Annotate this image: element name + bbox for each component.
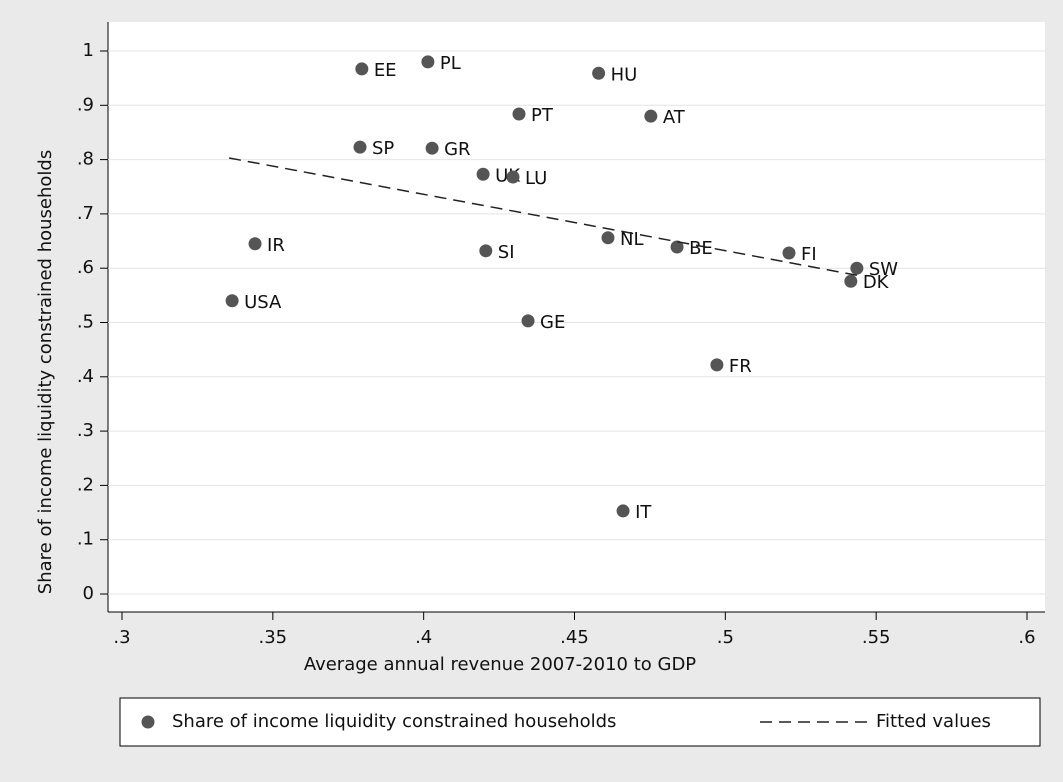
y-tick-label: .2 xyxy=(77,474,94,495)
point-label: FI xyxy=(801,244,817,265)
point-label: SW xyxy=(869,259,898,280)
x-axis-title: Average annual revenue 2007-2010 to GDP xyxy=(304,654,696,675)
marker xyxy=(425,141,439,155)
marker xyxy=(248,237,262,251)
y-tick-label: .4 xyxy=(77,366,94,387)
x-tick-label: .4 xyxy=(415,627,432,648)
point-label: IR xyxy=(267,235,285,256)
point-label: USA xyxy=(244,292,282,313)
y-tick-label: .8 xyxy=(77,149,94,170)
legend-label: Share of income liquidity constrained ho… xyxy=(172,711,616,732)
x-tick-label: .6 xyxy=(1018,627,1035,648)
marker xyxy=(479,244,493,258)
marker xyxy=(601,231,615,245)
point-label: SP xyxy=(372,138,394,159)
point-label: HU xyxy=(611,64,638,85)
point-label: GE xyxy=(540,312,565,333)
point-label: AT xyxy=(663,107,686,128)
marker xyxy=(353,140,367,154)
marker xyxy=(512,107,526,121)
marker xyxy=(616,504,630,518)
point-label: IT xyxy=(635,502,652,523)
fit-line xyxy=(228,157,857,276)
marker xyxy=(844,274,858,288)
marker xyxy=(506,170,520,184)
x-tick-label: .45 xyxy=(560,627,589,648)
marker xyxy=(521,314,535,328)
point-label: FR xyxy=(729,356,752,377)
point-label: GR xyxy=(444,139,470,160)
marker xyxy=(670,240,684,254)
x-tick-label: .3 xyxy=(113,627,130,648)
y-tick-label: .6 xyxy=(77,257,94,278)
point-label: DK xyxy=(863,272,890,293)
point-label: LU xyxy=(525,168,547,189)
point-label: NL xyxy=(620,229,644,250)
marker xyxy=(782,246,796,260)
point-label: SI xyxy=(498,242,515,263)
y-tick-label: 0 xyxy=(83,583,94,604)
y-tick-label: .5 xyxy=(77,312,94,333)
marker xyxy=(355,62,369,76)
y-tick-label: .7 xyxy=(77,203,94,224)
y-tick-label: .3 xyxy=(77,420,94,441)
point-label: BE xyxy=(689,238,713,259)
x-tick-label: .5 xyxy=(717,627,734,648)
marker xyxy=(710,358,724,372)
plot-region xyxy=(108,22,1045,612)
point-label: PL xyxy=(440,53,461,74)
marker xyxy=(225,294,239,308)
marker xyxy=(476,167,490,181)
y-tick-label: .1 xyxy=(77,529,94,550)
legend-key xyxy=(141,715,155,729)
y-tick-label: 1 xyxy=(83,40,94,61)
legend xyxy=(119,697,1041,747)
x-tick-label: .35 xyxy=(259,627,288,648)
point-label: EE xyxy=(374,60,397,81)
marker xyxy=(850,261,864,275)
y-axis-title: Share of income liquidity constrained ho… xyxy=(35,150,56,594)
y-tick-label: .9 xyxy=(77,94,94,115)
marker xyxy=(421,55,435,69)
point-label: PT xyxy=(531,105,554,126)
marker xyxy=(644,109,658,123)
legend-label: Fitted values xyxy=(876,711,991,732)
marker xyxy=(592,66,606,80)
x-tick-label: .55 xyxy=(862,627,891,648)
